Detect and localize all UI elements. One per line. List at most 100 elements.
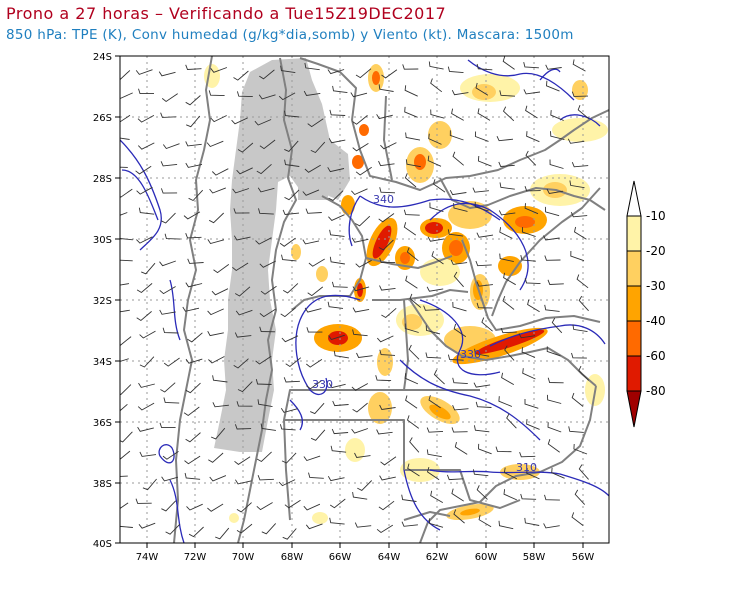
- wind-barb: [380, 142, 397, 150]
- wind-barb: [207, 239, 225, 245]
- wind-barb: [474, 348, 490, 357]
- wind-barb: [578, 295, 589, 312]
- wind-barb: [476, 281, 493, 287]
- terrain-mask: [214, 58, 350, 452]
- wind-barb: [452, 151, 464, 166]
- wind-barb: [572, 324, 588, 333]
- wind-barb: [525, 105, 538, 119]
- wind-barb: [234, 456, 251, 465]
- wind-barb: [546, 394, 562, 404]
- wind-barb: [574, 489, 586, 505]
- wind-barb: [185, 233, 202, 239]
- wind-barb: [185, 95, 201, 106]
- colorbar-box: [626, 215, 642, 252]
- wind-barb: [120, 137, 130, 140]
- wind-barb: [185, 382, 201, 394]
- wind-barb: [430, 490, 444, 503]
- wind-barb: [499, 90, 516, 97]
- wind-barb: [573, 226, 587, 240]
- wind-barb: [259, 260, 277, 268]
- wind-barb: [137, 402, 155, 411]
- wind-barb: [183, 211, 201, 220]
- wind-barb: [137, 426, 154, 432]
- wind-barb: [578, 365, 590, 381]
- wind-barb: [256, 451, 272, 463]
- wind-barb: [304, 164, 321, 173]
- wind-barb: [427, 236, 445, 242]
- wind-barb: [135, 498, 152, 504]
- wind-barb: [233, 208, 250, 214]
- wind-barb: [329, 256, 345, 265]
- colorbar: [626, 180, 642, 428]
- wind-barb: [571, 352, 587, 359]
- wind-barb: [259, 326, 276, 333]
- wind-barb: [504, 345, 515, 361]
- contour-label: 330: [312, 378, 333, 391]
- wind-barb: [379, 404, 396, 410]
- wind-barb: [429, 202, 444, 213]
- wind-barb: [329, 229, 345, 237]
- wind-barb: [405, 132, 421, 141]
- wind-barb: [352, 286, 370, 292]
- wind-barb: [233, 358, 249, 369]
- wind-barb: [306, 380, 323, 390]
- lat-label: 26S: [93, 113, 112, 124]
- wind-barb: [285, 357, 302, 368]
- wind-barb: [234, 424, 252, 430]
- wind-barb: [503, 467, 518, 480]
- wind-barb: [328, 190, 344, 201]
- wind-barb: [524, 277, 541, 285]
- wind-barb: [120, 502, 129, 510]
- wind-barb: [185, 64, 202, 70]
- lat-label: 36S: [93, 418, 112, 429]
- wind-barb: [350, 92, 368, 98]
- wind-barb: [478, 514, 492, 528]
- wind-barb: [573, 443, 588, 455]
- wind-barb: [355, 166, 372, 176]
- wind-barb: [142, 478, 157, 491]
- wind-barb: [520, 493, 537, 500]
- wind-barb: [571, 91, 589, 97]
- lon-label: 70W: [232, 552, 255, 563]
- wind-barb: [120, 384, 132, 396]
- wind-barb: [332, 400, 349, 407]
- wind-barb: [380, 456, 397, 466]
- wind-barb: [376, 114, 393, 120]
- wind-barb: [547, 279, 564, 285]
- wind-barb: [258, 94, 276, 100]
- wind-barb: [550, 131, 565, 141]
- wind-barb: [523, 61, 539, 69]
- wind-barb: [401, 521, 418, 527]
- wind-barb: [433, 369, 445, 385]
- lat-label: 28S: [93, 174, 112, 185]
- wind-barb: [207, 503, 224, 512]
- wind-barb: [278, 92, 296, 101]
- wind-barb: [499, 182, 515, 190]
- wind-barb: [401, 494, 417, 502]
- wind-barb: [503, 272, 516, 286]
- wind-barb: [523, 89, 541, 95]
- wind-barb: [120, 238, 133, 241]
- lon-label: 72W: [184, 552, 207, 563]
- wind-barb: [284, 499, 301, 509]
- wind-barb: [352, 115, 368, 125]
- wind-barb: [120, 525, 133, 528]
- wind-barb: [550, 110, 564, 121]
- wind-barb: [310, 429, 326, 441]
- wind-barb: [525, 150, 537, 166]
- wind-barb: [446, 474, 464, 481]
- lat-label: 40S: [93, 539, 112, 550]
- wind-barb: [352, 492, 368, 500]
- wind-barb: [474, 131, 489, 142]
- wind-barb: [405, 159, 421, 168]
- wind-barb: [405, 275, 418, 289]
- colorbar-cap-bottom: [626, 390, 642, 428]
- wind-barb: [402, 64, 419, 70]
- wind-barb: [502, 56, 515, 70]
- wind-barb: [378, 500, 395, 511]
- wind-barb: [284, 159, 300, 167]
- lon-labels: 74W 72W 70W 68W 66W 64W 62W 60W 58W 56W: [136, 552, 595, 563]
- wind-barb: [308, 258, 325, 267]
- wind-barb: [475, 82, 489, 96]
